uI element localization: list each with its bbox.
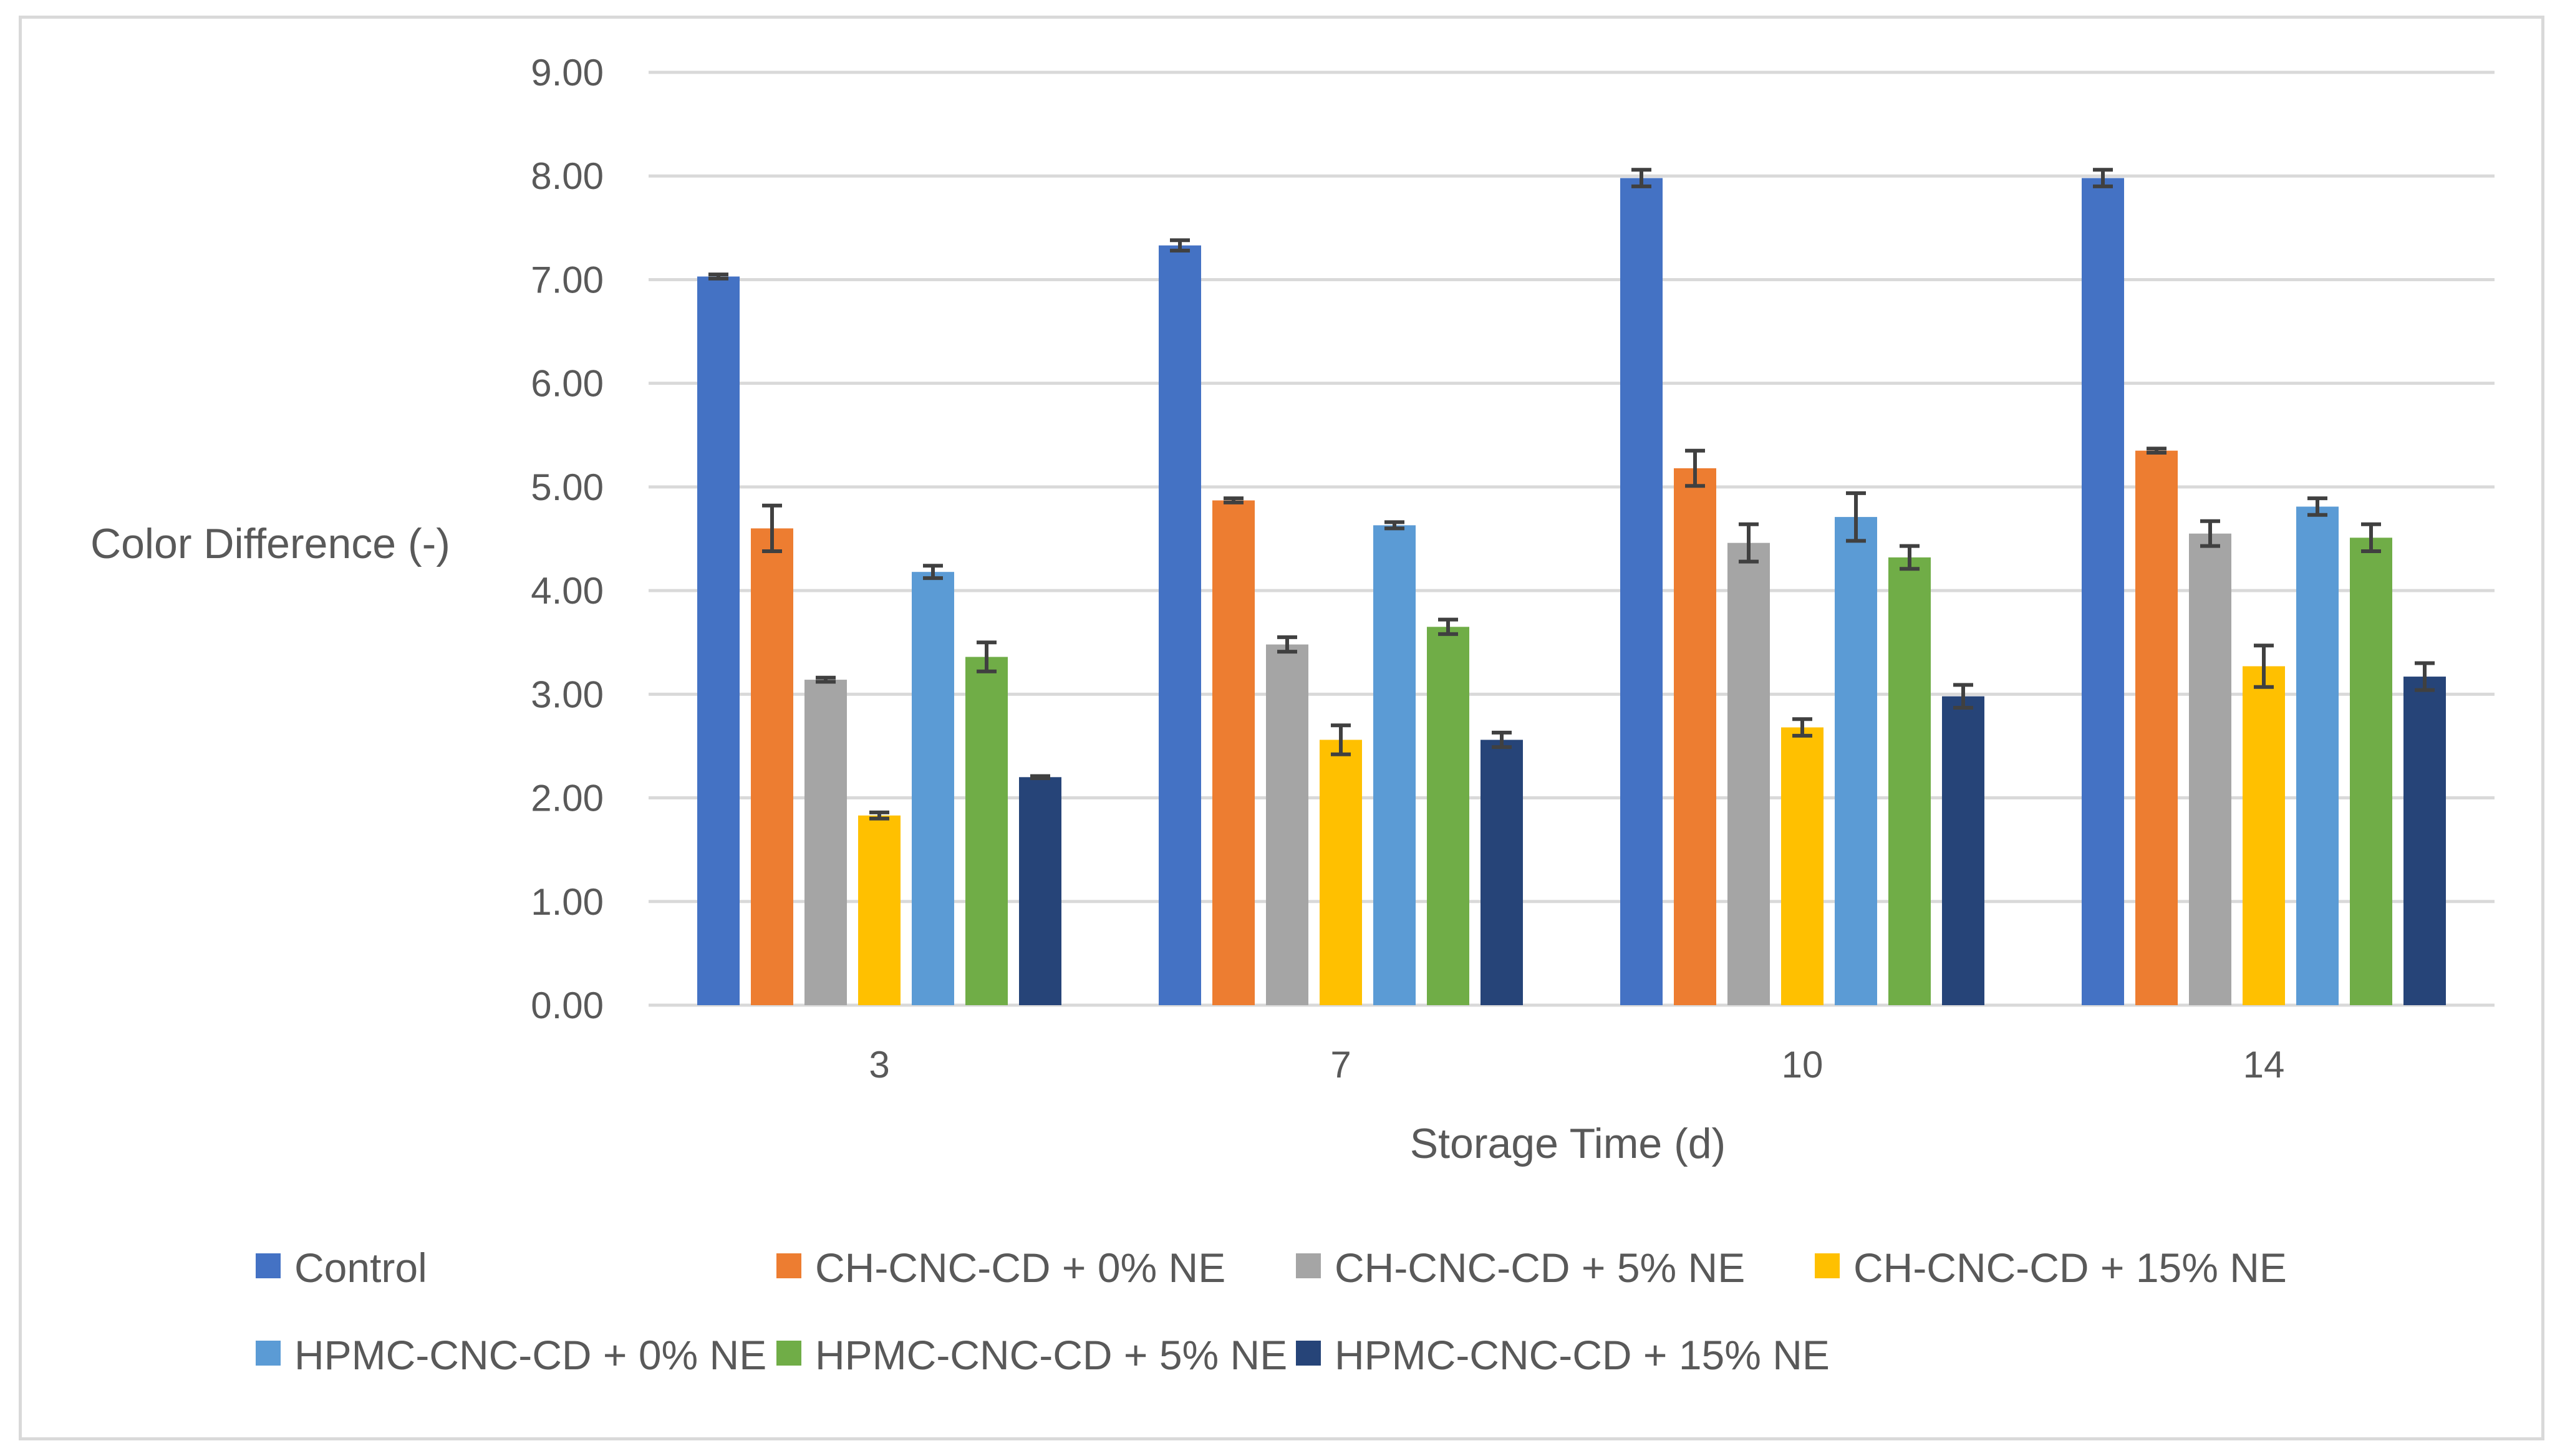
legend-label: CH-CNC-CD + 15% NE <box>1853 1245 2287 1291</box>
bar <box>1835 517 1877 1005</box>
bar <box>1266 644 1308 1005</box>
y-tick-label: 0.00 <box>531 985 604 1026</box>
bar <box>2189 533 2231 1005</box>
legend-item: HPMC-CNC-CD + 0% NE <box>256 1332 766 1378</box>
bar <box>697 276 740 1005</box>
legend-label: Control <box>294 1245 427 1291</box>
y-tick-label: 2.00 <box>531 778 604 819</box>
error-bars <box>708 168 2435 821</box>
y-tick-label: 4.00 <box>531 570 604 612</box>
x-axis-title: Storage Time (d) <box>1410 1120 1726 1167</box>
x-tick-label: 14 <box>2243 1044 2285 1086</box>
bar <box>2296 506 2339 1005</box>
bar <box>1427 627 1469 1005</box>
gridlines <box>649 70 2495 1007</box>
legend-item: Control <box>256 1245 427 1291</box>
y-axis-title: Color Difference (-) <box>90 520 450 567</box>
bar <box>858 815 901 1005</box>
legend-label: HPMC-CNC-CD + 5% NE <box>815 1332 1287 1378</box>
x-tick-label: 3 <box>869 1044 889 1086</box>
legend-swatch <box>776 1341 801 1366</box>
x-tick-label: 10 <box>1782 1044 1824 1086</box>
legend-item: CH-CNC-CD + 15% NE <box>1815 1245 2287 1291</box>
legend-swatch <box>1815 1253 1840 1278</box>
bar <box>751 528 793 1005</box>
bar <box>1481 740 1523 1005</box>
bar <box>1320 740 1362 1005</box>
bar <box>1019 777 1061 1005</box>
legend-item: CH-CNC-CD + 5% NE <box>1296 1245 1745 1291</box>
bar <box>1942 696 1984 1005</box>
bar <box>1727 542 1770 1005</box>
bar <box>804 680 847 1005</box>
legend: Control CH-CNC-CD + 0% NE CH-CNC-CD + 5% N… <box>256 1245 2287 1378</box>
legend-label: HPMC-CNC-CD + 15% NE <box>1335 1332 1830 1378</box>
bar <box>1620 178 1663 1006</box>
y-tick-label: 7.00 <box>531 259 604 301</box>
legend-item: HPMC-CNC-CD + 5% NE <box>776 1332 1287 1378</box>
bar <box>2350 538 2392 1005</box>
bar <box>912 572 954 1005</box>
legend-swatch <box>1296 1253 1321 1278</box>
y-axis-ticks: 0.00 1.00 2.00 3.00 4.00 5.00 6.00 7.00 8.00 9.00 <box>531 52 604 1026</box>
y-tick-label: 3.00 <box>531 673 604 715</box>
y-tick-label: 1.00 <box>531 881 604 923</box>
y-tick-label: 9.00 <box>531 52 604 94</box>
legend-item: CH-CNC-CD + 0% NE <box>776 1245 1225 1291</box>
bar <box>1674 468 1716 1005</box>
legend-label: CH-CNC-CD + 5% NE <box>1335 1245 1745 1291</box>
legend-label: CH-CNC-CD + 0% NE <box>815 1245 1225 1291</box>
bar <box>2082 178 2124 1006</box>
y-tick-label: 8.00 <box>531 155 604 197</box>
bar <box>2243 666 2285 1005</box>
x-tick-label: 7 <box>1330 1044 1351 1086</box>
bar <box>1212 500 1255 1005</box>
legend-swatch <box>256 1341 281 1366</box>
bars <box>697 178 2446 1006</box>
bar <box>2135 450 2178 1005</box>
y-tick-label: 6.00 <box>531 363 604 405</box>
x-axis-ticks: 3 7 10 14 <box>869 1044 2284 1086</box>
legend-label: HPMC-CNC-CD + 0% NE <box>294 1332 766 1378</box>
bar <box>965 657 1008 1005</box>
bar <box>1888 557 1931 1005</box>
bar <box>1159 245 1201 1006</box>
legend-item: HPMC-CNC-CD + 15% NE <box>1296 1332 1830 1378</box>
legend-swatch <box>256 1253 281 1278</box>
bar <box>2403 677 2446 1005</box>
bar <box>1373 525 1416 1005</box>
legend-swatch <box>776 1253 801 1278</box>
y-tick-label: 5.00 <box>531 466 604 508</box>
legend-swatch <box>1296 1341 1321 1366</box>
bar <box>1781 727 1824 1005</box>
